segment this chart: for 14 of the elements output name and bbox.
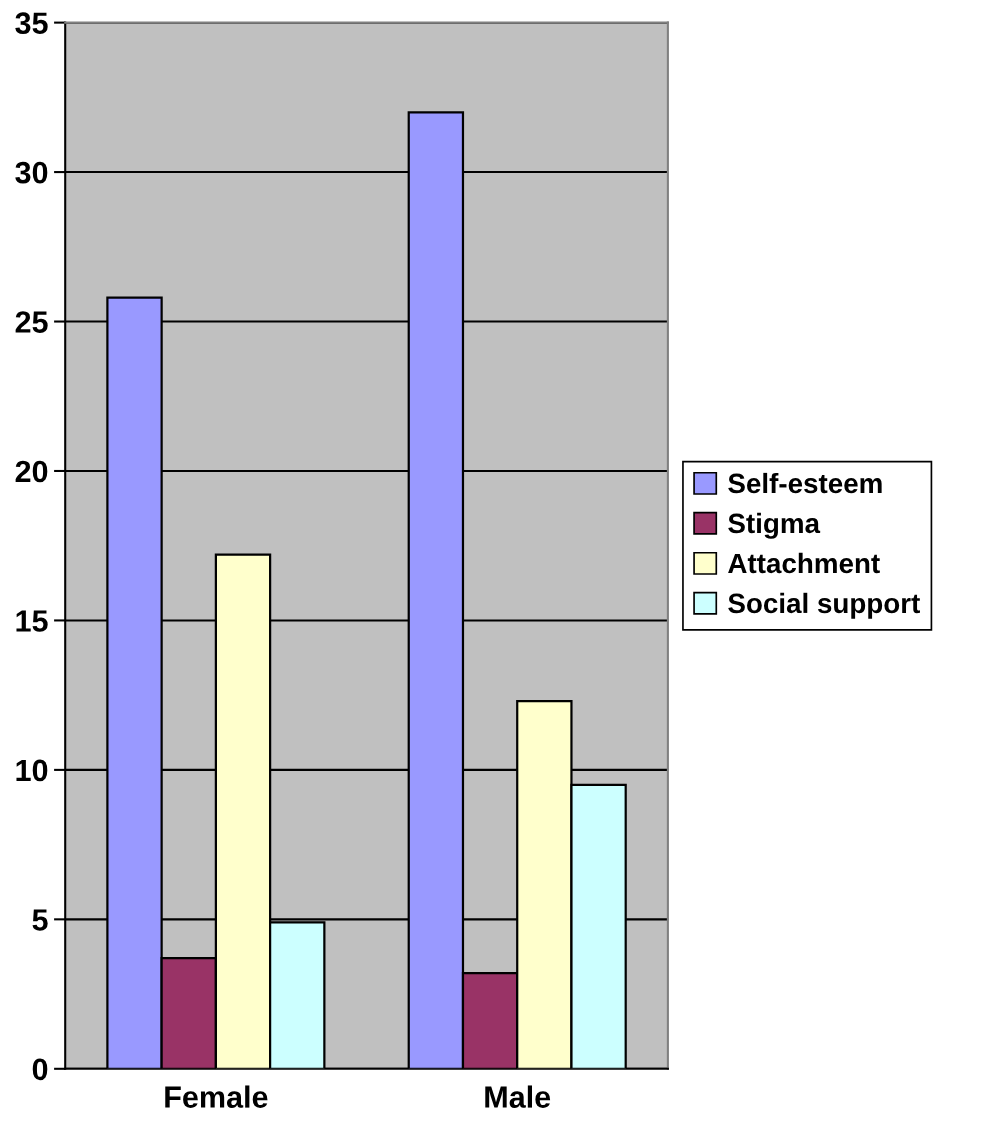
- y-tick-label: 0: [32, 1058, 48, 1081]
- y-tick-label: 10: [16, 759, 48, 782]
- y-tick-label: 15: [16, 610, 48, 632]
- legend-label: Attachment: [728, 552, 880, 574]
- legend-label: Social support: [728, 592, 920, 619]
- legend-label: Self-esteem: [728, 472, 882, 494]
- x-tick-label: Female: [165, 1085, 268, 1108]
- y-tick-label: 20: [15, 460, 48, 483]
- y-tick-label: 30: [15, 161, 48, 184]
- x-tick-label: Male: [485, 1085, 551, 1108]
- y-tick-label: 25: [15, 311, 48, 333]
- y-tick-label: 35: [15, 12, 48, 35]
- legend-label: Stigma: [728, 512, 821, 539]
- y-tick-label: 5: [32, 909, 48, 931]
